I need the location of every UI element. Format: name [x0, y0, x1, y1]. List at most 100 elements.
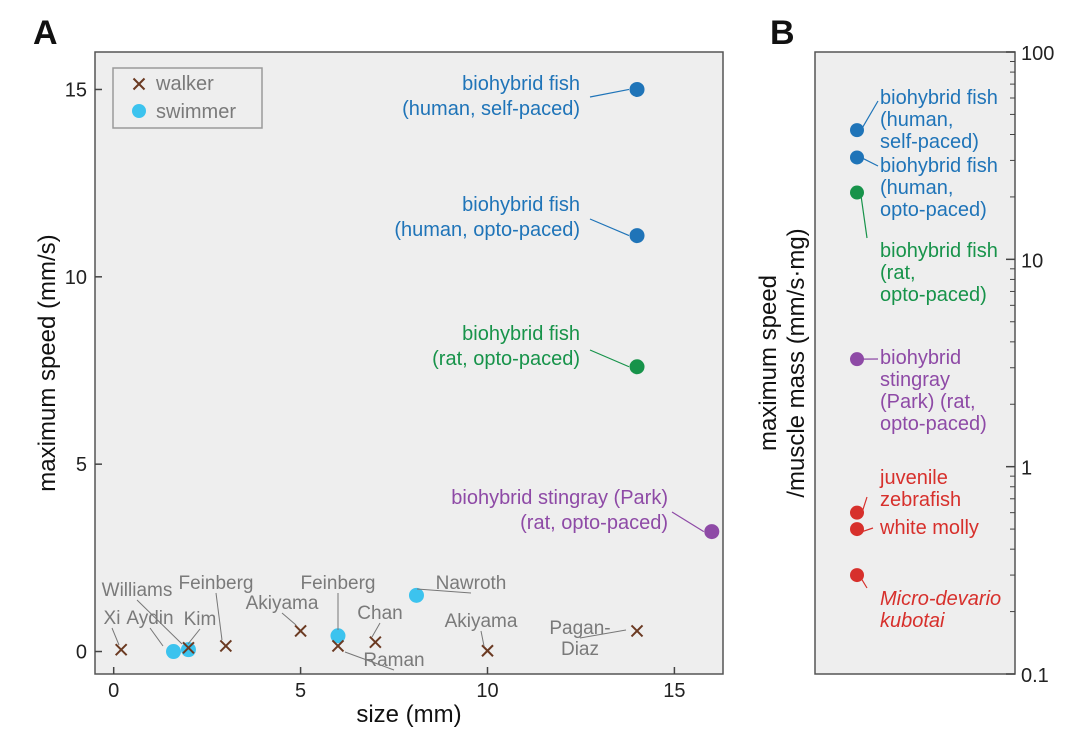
legend-box	[112, 67, 263, 129]
b-point	[850, 522, 864, 537]
panel-b-letter: B	[770, 14, 795, 52]
annotation-leader	[149, 627, 164, 647]
x-tick-label: 5	[295, 680, 306, 702]
annotation-leader	[187, 628, 201, 645]
point-annotation-label: Pagan-Diaz	[549, 618, 610, 660]
x-tick-label: 10	[476, 680, 498, 702]
annotation-leader	[215, 592, 223, 641]
annotation-leader	[344, 651, 395, 671]
point-annotation-label: Akiyama	[445, 611, 518, 632]
swimmer-point	[408, 587, 424, 603]
legend-marks	[132, 77, 146, 118]
walker-point-stroke-b	[369, 635, 382, 649]
x-tick-label: 0	[108, 680, 119, 702]
legend-walker-marker	[132, 77, 146, 91]
point-annotation-label: Aydin	[126, 608, 173, 629]
highlight-label: biohybrid stingray (Park) (rat, opto-pace…	[451, 487, 668, 534]
b-point	[850, 568, 864, 583]
highlight-point	[629, 228, 645, 244]
legend-swimmer-label: swimmer	[156, 101, 236, 123]
panel-a-y-axis-title: maximum speed (mm/s)	[34, 234, 61, 491]
point-annotation-label: Xi	[104, 608, 121, 629]
annotation-leader	[579, 629, 627, 639]
walker-point	[294, 624, 307, 638]
annotation-leader	[371, 622, 381, 638]
b-y-tick-label: 10	[1021, 250, 1043, 272]
point-annotation-label: Raman	[363, 650, 424, 671]
swimmer-point	[166, 644, 181, 660]
panel-b-y-axis-title: maximum speed/muscle mass (mm/s·mg)	[755, 228, 810, 497]
b-point	[850, 352, 864, 367]
b-point-label: white molly	[879, 517, 979, 539]
annotation-leader	[480, 630, 485, 647]
walker-point-stroke-b	[182, 641, 195, 654]
point-annotation-label: Nawroth	[436, 573, 507, 594]
walker-point	[331, 639, 345, 653]
b-y-tick-label: 0.1	[1021, 665, 1049, 687]
highlight-point	[629, 81, 645, 97]
point-annotation-label: Feinberg	[301, 573, 376, 594]
b-point-label: biohybrid fish (rat, opto-paced)	[880, 240, 998, 306]
y-tick-label: 15	[65, 79, 87, 101]
y-tick-label: 10	[65, 267, 87, 289]
highlight-leader	[589, 349, 630, 368]
b-y-tick-label: 100	[1021, 43, 1054, 65]
annotation-leader	[416, 588, 472, 594]
highlight-point	[629, 359, 645, 375]
walker-point-stroke-b	[294, 624, 307, 638]
b-point-label: juvenile zebrafish	[879, 467, 961, 511]
point-annotation-label: Kim	[184, 609, 217, 630]
walker-point	[182, 641, 195, 654]
b-point-label: biohybrid stingray (Park) (rat, opto-paced)	[880, 347, 987, 435]
highlight-point	[704, 524, 720, 540]
legend-walker-label: walker	[155, 73, 214, 95]
b-point-leader	[860, 100, 879, 131]
walker-point	[369, 635, 382, 649]
point-annotation-label: Williams	[102, 580, 173, 601]
annotation-leader	[136, 599, 183, 645]
highlight-leader	[589, 88, 630, 98]
panel-a-x-axis-title: size (mm)	[356, 701, 461, 728]
legend-walker-marker-stroke-b	[132, 77, 146, 91]
point-annotation-label: Chan	[357, 603, 402, 624]
walker-point	[219, 639, 233, 653]
panel-b-plot-area	[814, 51, 1016, 675]
panel-a-letter: A	[33, 14, 58, 52]
panel-a-plot-area	[94, 51, 724, 675]
panel-b-marks: biohybrid fish (human, self-paced)biohybri…	[850, 87, 1001, 632]
b-point-label: biohybrid fish (human, opto-paced)	[880, 155, 998, 221]
point-annotation-label: Akiyama	[246, 593, 319, 614]
highlight-label: biohybrid fish (human, opto-paced)	[394, 194, 580, 241]
y-tick-label: 0	[76, 642, 87, 664]
panel-a-ticks: 0 5 10 15 0 5 10 15	[65, 79, 686, 702]
walker-point-stroke-b	[481, 644, 494, 657]
b-point-label: biohybrid fish (human, self-paced)	[880, 87, 998, 153]
panel-a-legend: walker swimmer	[112, 67, 263, 129]
walker-point-stroke-b	[630, 624, 644, 638]
b-point	[850, 123, 864, 138]
swimmer-point	[180, 642, 196, 658]
highlight-leader	[671, 511, 705, 533]
walker-point	[114, 643, 128, 656]
annotation-leader	[111, 627, 120, 646]
walker-point-stroke-b	[114, 643, 128, 656]
y-tick-label: 5	[76, 454, 87, 476]
walker-point	[630, 624, 644, 638]
point-annotation-label: Feinberg	[179, 573, 254, 594]
b-point-label: Micro-devario kubotai	[880, 588, 1001, 632]
b-y-tick-label: 1	[1021, 458, 1032, 480]
swimmer-point	[330, 628, 346, 644]
highlight-label: biohybrid fish (human, self-paced)	[402, 73, 580, 120]
highlight-leader	[589, 218, 630, 237]
walker-point	[481, 644, 494, 657]
legend-swimmer-marker	[132, 104, 146, 118]
b-point	[850, 185, 864, 200]
highlight-label: biohybrid fish (rat, opto-paced)	[432, 323, 580, 370]
walker-point-stroke-b	[219, 639, 233, 653]
walker-point-stroke-b	[331, 639, 345, 653]
b-point-leader	[860, 195, 868, 239]
x-tick-label: 15	[663, 680, 685, 702]
b-point	[850, 150, 864, 165]
